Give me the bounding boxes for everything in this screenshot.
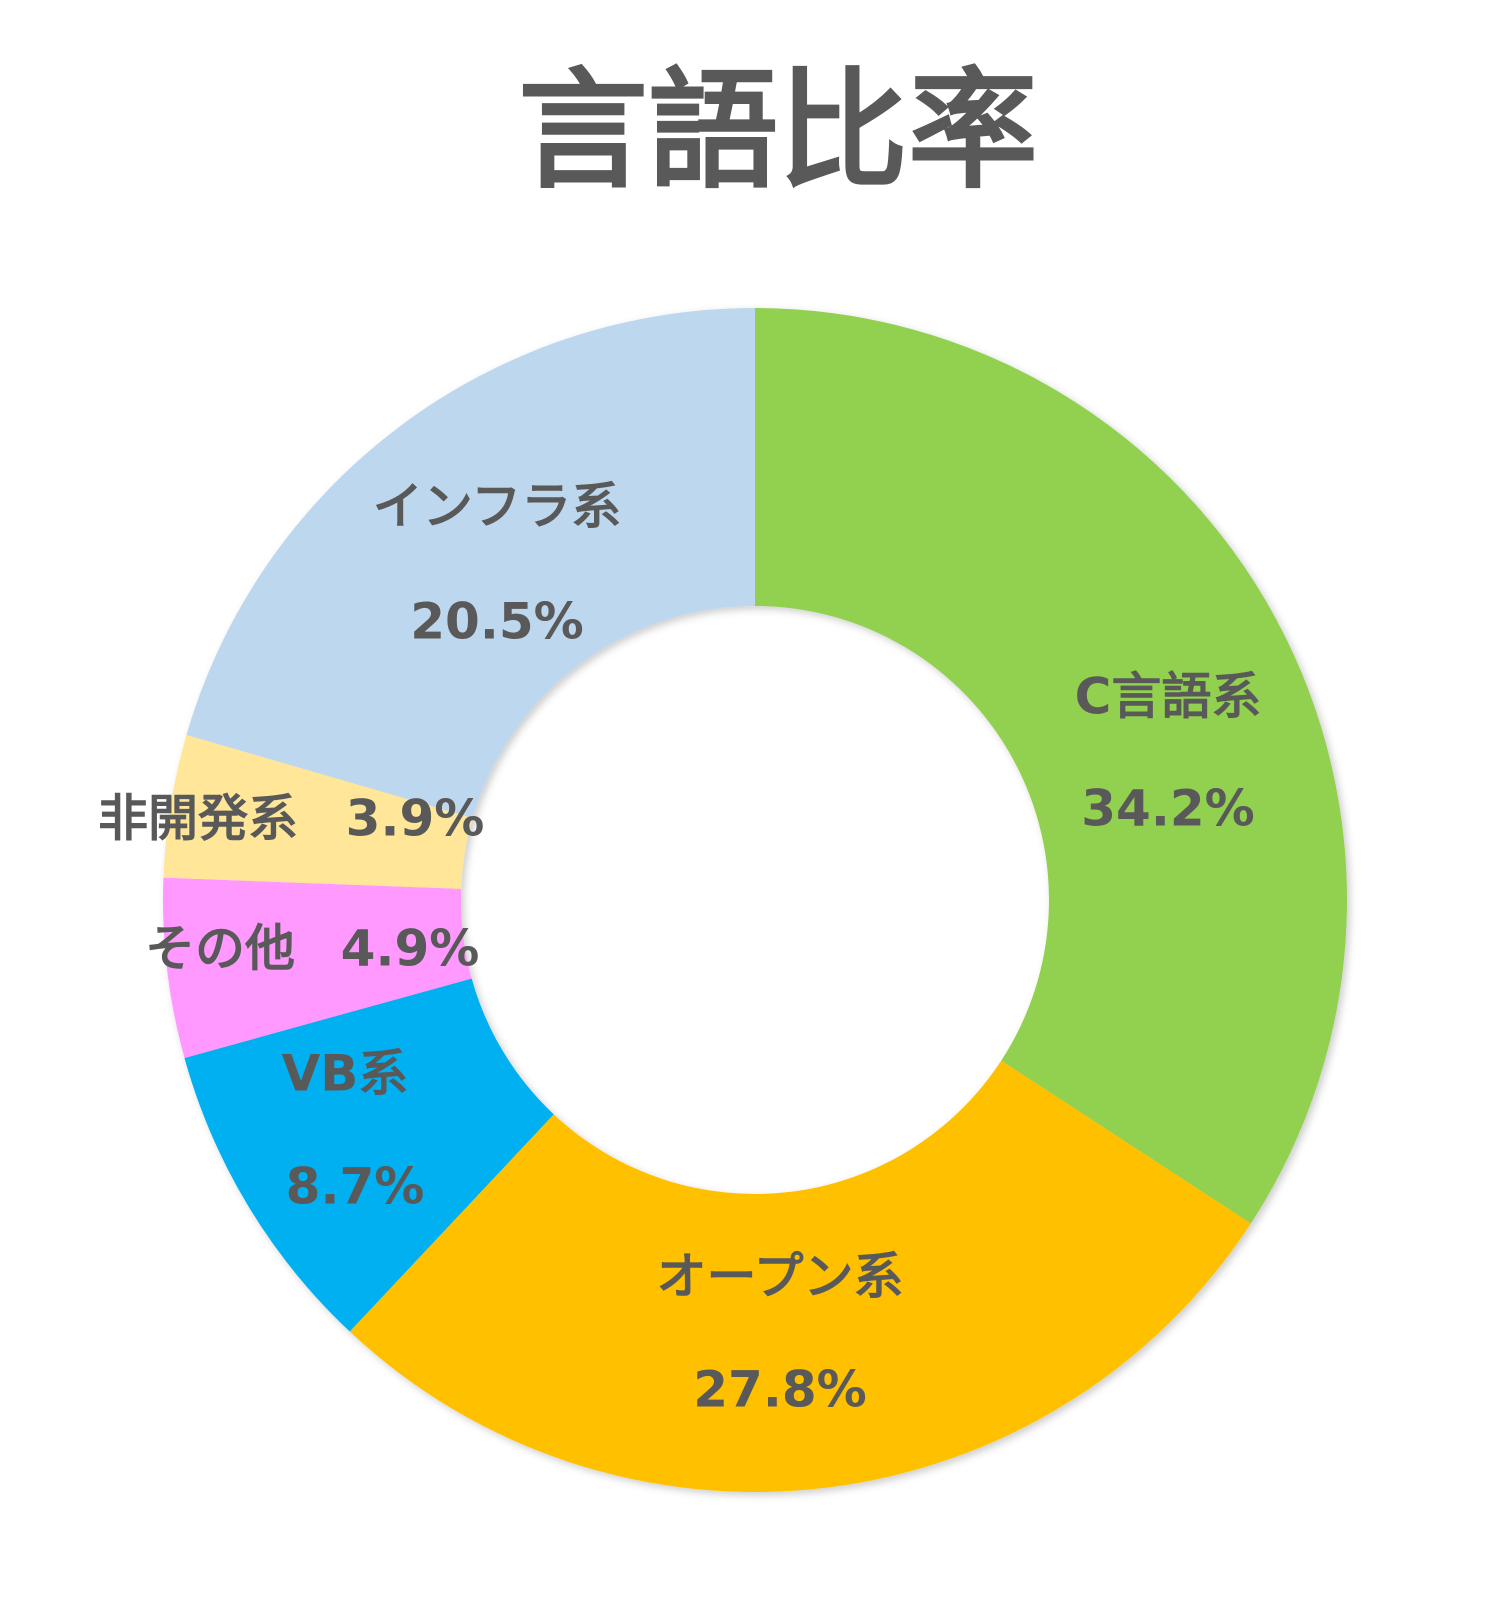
slice bbox=[184, 978, 554, 1332]
labels: C言語系 34.2% オープン系 27.8% VB系 8.7% その他 4.9% 非開発系 3.9… bbox=[98, 478, 1261, 1419]
category-label: その他 bbox=[145, 920, 295, 978]
value-label: 8.7% bbox=[286, 1158, 425, 1216]
donut bbox=[163, 308, 1348, 1492]
category-label: インフラ系 bbox=[373, 478, 622, 536]
slice bbox=[163, 734, 473, 889]
slice bbox=[755, 308, 1348, 1224]
category-label: 非開発系 bbox=[98, 790, 298, 848]
value-label: 34.2% bbox=[1081, 780, 1254, 838]
slice bbox=[186, 308, 756, 818]
slice bbox=[349, 1060, 1251, 1492]
value-label: 4.9% bbox=[341, 920, 480, 978]
value-label: 20.5% bbox=[410, 593, 583, 651]
chart-title: 言語比率 bbox=[518, 55, 1038, 207]
category-label: オープン系 bbox=[657, 1248, 904, 1306]
value-label: 27.8% bbox=[693, 1361, 866, 1419]
slice bbox=[163, 877, 472, 1059]
value-label: 3.9% bbox=[346, 790, 485, 848]
category-label: C言語系 bbox=[1075, 668, 1262, 726]
category-label: VB系 bbox=[282, 1045, 409, 1103]
